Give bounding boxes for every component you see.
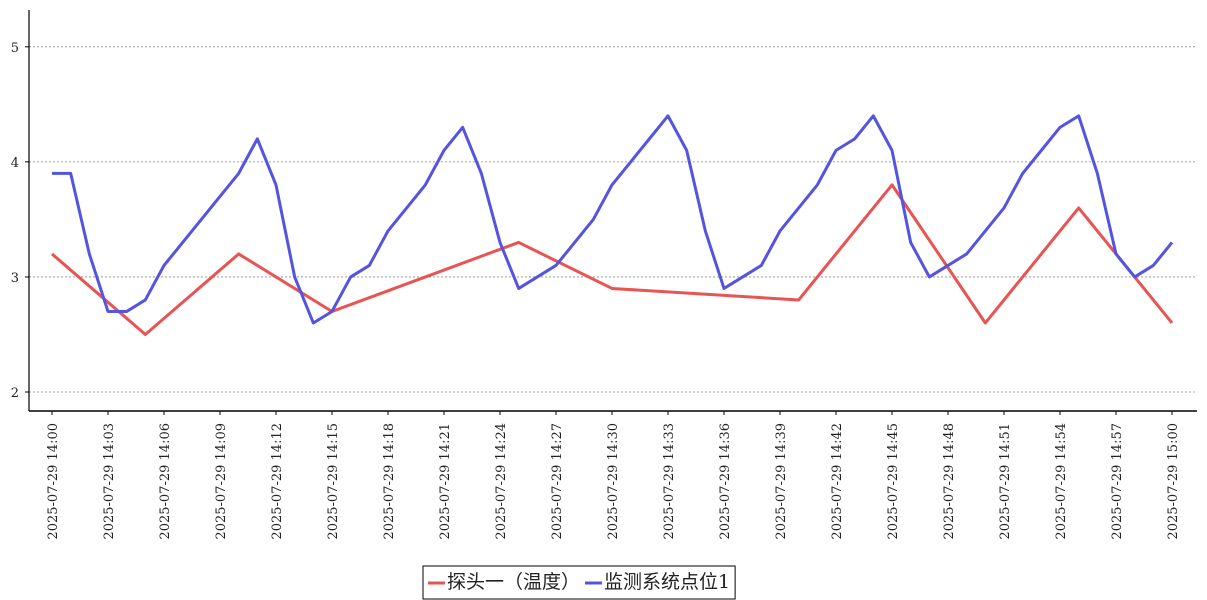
x-tick-label: 2025-07-29 14:12 <box>270 423 285 540</box>
x-tick-label: 2025-07-29 14:33 <box>662 423 677 540</box>
legend-label: 探头一（温度） <box>447 571 580 593</box>
x-tick-label: 2025-07-29 14:06 <box>158 423 173 540</box>
x-tick-label: 2025-07-29 14:03 <box>102 423 117 540</box>
x-tick-label: 2025-07-29 14:39 <box>774 423 789 540</box>
x-tick-label: 2025-07-29 14:21 <box>438 423 453 540</box>
y-tick-label: 2 <box>11 386 19 401</box>
y-tick-label: 3 <box>11 271 19 286</box>
x-tick-label: 2025-07-29 14:36 <box>718 423 733 540</box>
legend-label: 监测系统点位1 <box>604 571 730 593</box>
x-tick-label: 2025-07-29 15:00 <box>1166 423 1181 540</box>
y-tick-label: 5 <box>11 41 19 56</box>
x-tick-label: 2025-07-29 14:24 <box>494 423 509 540</box>
x-tick-label: 2025-07-29 14:48 <box>942 423 957 540</box>
x-tick-label: 2025-07-29 14:57 <box>1110 423 1125 540</box>
x-tick-label: 2025-07-29 14:54 <box>1054 423 1069 540</box>
x-tick-label: 2025-07-29 14:18 <box>382 423 397 540</box>
y-tick-label: 4 <box>11 156 19 171</box>
x-tick-label: 2025-07-29 14:00 <box>46 423 61 540</box>
x-tick-label: 2025-07-29 14:45 <box>886 423 901 540</box>
legend-box <box>422 565 736 600</box>
x-tick-label: 2025-07-29 14:15 <box>326 423 341 540</box>
x-tick-label: 2025-07-29 14:51 <box>998 423 1013 540</box>
series-line <box>52 114 1174 325</box>
x-tick-label: 2025-07-29 14:27 <box>550 423 565 540</box>
x-tick-label: 2025-07-29 14:30 <box>606 423 621 540</box>
x-tick-label: 2025-07-29 14:42 <box>830 423 845 540</box>
x-tick-label: 2025-07-29 14:09 <box>214 423 229 540</box>
series-line <box>51 183 1174 336</box>
